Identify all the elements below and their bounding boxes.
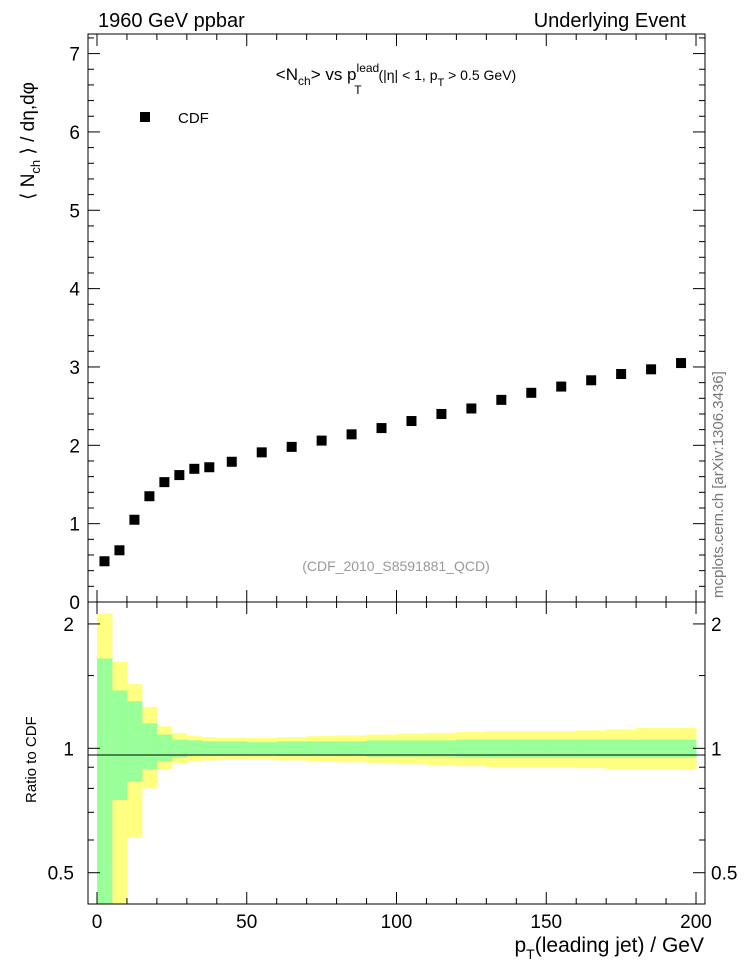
main-x-ticks — [96, 34, 697, 602]
data-point — [616, 369, 627, 380]
ratio-band-stat — [366, 740, 397, 757]
ratio-band-stat — [576, 739, 607, 758]
x-tick-label: 150 — [530, 912, 562, 933]
data-point — [496, 394, 507, 405]
header-right: Underlying Event — [534, 10, 687, 32]
legend-label-cdf: CDF — [178, 110, 209, 127]
ratio-y-tick-label: 1 — [63, 739, 74, 760]
ratio-band-stat — [336, 741, 368, 756]
main-y-tick-label: 6 — [69, 123, 80, 144]
data-point — [189, 463, 200, 474]
data-point — [676, 358, 687, 369]
data-point — [144, 491, 155, 502]
x-tick-label: 200 — [680, 912, 712, 933]
ratio-band-stat — [306, 741, 338, 756]
ratio-band-stat — [546, 739, 577, 758]
x-tick-label: 100 — [381, 912, 413, 933]
main-panel: 0 1 2 3 4 5 6 7 <Nch> vs plead T (|η| < 1, pT > … — [18, 33, 706, 614]
ratio-y-tick-label-right: 0.5 — [711, 864, 737, 885]
ratio-x-axis: 0 50 100 150 200 — [92, 602, 712, 933]
data-point — [226, 456, 237, 467]
main-y-tick-label: 3 — [69, 358, 80, 379]
main-y-tick-label: 5 — [69, 201, 80, 222]
main-y-tick-label: 2 — [69, 436, 80, 457]
data-point — [129, 514, 140, 525]
ratio-band-stat — [636, 739, 667, 758]
main-title: <Nch> vs plead T (|η| < 1, pT > 0.5 GeV) — [276, 61, 516, 97]
data-point — [316, 435, 327, 446]
ratio-band-stat — [171, 739, 188, 758]
ratio-band-stat — [201, 741, 218, 756]
side-label: mcplots.cern.ch [arXiv:1306.3436] — [710, 371, 727, 598]
data-points — [99, 358, 687, 567]
data-point — [526, 387, 537, 398]
ratio-bands — [96, 613, 697, 904]
data-point — [406, 416, 417, 427]
ratio-y-tick-label-right: 2 — [711, 615, 722, 636]
data-point — [466, 403, 477, 414]
ratio-y-axis-label: Ratio to CDF — [23, 716, 40, 803]
data-point — [586, 375, 597, 386]
ratio-band-stat — [276, 741, 308, 756]
main-y-tick-label: 0 — [69, 593, 80, 614]
ratio-band-stat — [141, 723, 158, 770]
data-point — [646, 364, 657, 375]
main-y-tick-label: 7 — [69, 45, 80, 66]
ratio-y-tick-label: 2 — [63, 615, 74, 636]
ratio-panel: 0.5 0.5 1 1 2 2 0 50 100 150 200 Ratio to CDF pT(… — [23, 601, 738, 962]
main-y-tick-label: 1 — [69, 515, 80, 536]
analysis-label: (CDF_2010_S8591881_QCD) — [302, 558, 490, 574]
ratio-band-stat — [156, 734, 173, 762]
ratio-band-stat — [456, 739, 487, 758]
ratio-band-stat — [96, 658, 113, 904]
data-point — [376, 423, 387, 434]
ratio-band-stat — [486, 739, 517, 758]
data-point — [286, 441, 297, 452]
legend-marker-cdf — [140, 112, 150, 122]
data-point — [436, 408, 447, 419]
ratio-y-tick-label-right: 1 — [711, 739, 722, 760]
ratio-band-stat — [666, 739, 697, 758]
x-axis-label: pT(leading jet) / GeV — [514, 934, 704, 962]
ratio-band-stat — [606, 739, 637, 758]
data-point — [174, 470, 185, 481]
data-point — [556, 381, 567, 392]
ratio-band-stat — [396, 740, 427, 757]
x-tick-label: 50 — [236, 912, 257, 933]
main-y-tick-label: 4 — [69, 280, 80, 301]
data-point — [204, 462, 215, 473]
ratio-y-tick-label: 0.5 — [48, 864, 74, 885]
ratio-band-stat — [186, 740, 203, 756]
ratio-band-stat — [126, 701, 143, 782]
x-tick-label: 0 — [92, 912, 103, 933]
ratio-band-stat — [216, 741, 248, 756]
data-point — [346, 429, 357, 440]
main-y-axis-label: ⟨ Nch ⟩ / dη,dφ — [18, 82, 43, 200]
data-point — [159, 477, 170, 488]
header-left: 1960 GeV ppbar — [98, 10, 245, 32]
data-point — [99, 556, 110, 567]
data-point — [256, 447, 267, 458]
ratio-band-stat — [246, 742, 278, 755]
ratio-band-stat — [111, 690, 128, 800]
ratio-band-stat — [426, 740, 457, 757]
main-y-axis: 0 1 2 3 4 5 6 7 — [69, 37, 705, 614]
data-point — [114, 545, 125, 556]
ratio-band-stat — [516, 739, 547, 758]
ratio-y-axis: 0.5 0.5 1 1 2 2 — [48, 615, 738, 885]
